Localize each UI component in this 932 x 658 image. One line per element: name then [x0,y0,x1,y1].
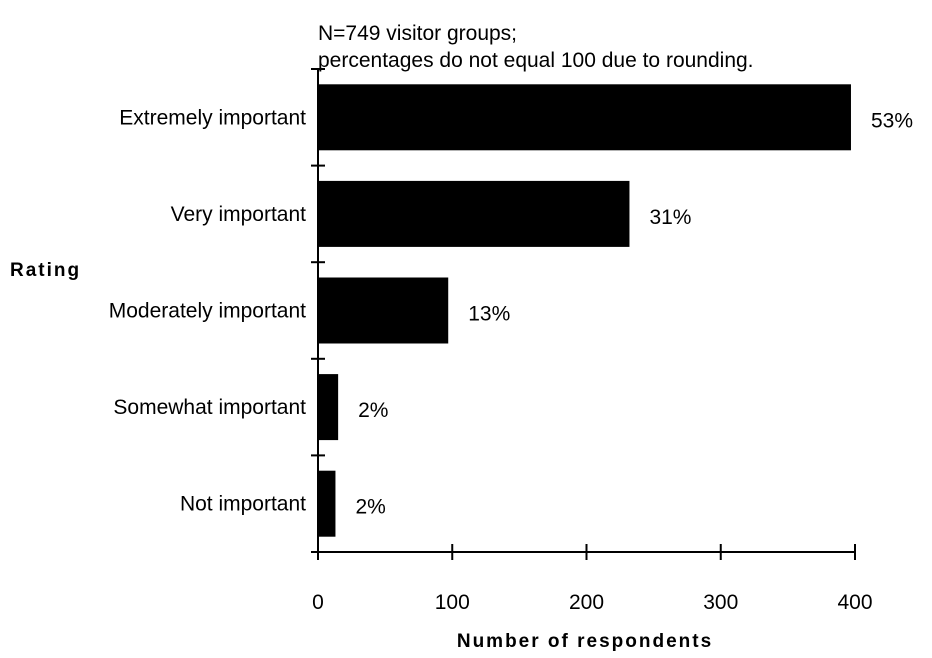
x-tick-label: 300 [703,591,738,614]
annotation-line-1: N=749 visitor groups; [318,22,517,45]
category-label: Moderately important [109,300,306,323]
category-label: Somewhat important [113,396,306,419]
x-tick-label: 200 [569,591,604,614]
bar [318,374,338,440]
annotation-line-2: percentages do not equal 100 due to roun… [318,49,754,72]
x-axis-title: Number of respondents [457,631,713,652]
bar [318,181,629,247]
bar [318,278,448,344]
percent-label: 13% [468,303,510,326]
category-label: Extremely important [119,106,306,129]
x-tick-label: 0 [312,591,324,614]
x-tick-label: 100 [435,591,470,614]
category-label: Very important [171,203,307,226]
percent-label: 2% [355,496,385,519]
bar [318,84,851,150]
bars-group [318,84,851,536]
percent-label: 53% [871,109,913,132]
x-tick-labels: 0 100 200 300 400 [312,591,872,614]
category-labels: Extremely important Very important Moderat… [109,106,306,515]
percent-label: 31% [649,206,691,229]
category-label: Not important [180,493,306,516]
x-tick-label: 400 [837,591,872,614]
percent-label: 2% [358,399,388,422]
y-axis-title: Rating [10,260,81,281]
bar [318,471,335,537]
